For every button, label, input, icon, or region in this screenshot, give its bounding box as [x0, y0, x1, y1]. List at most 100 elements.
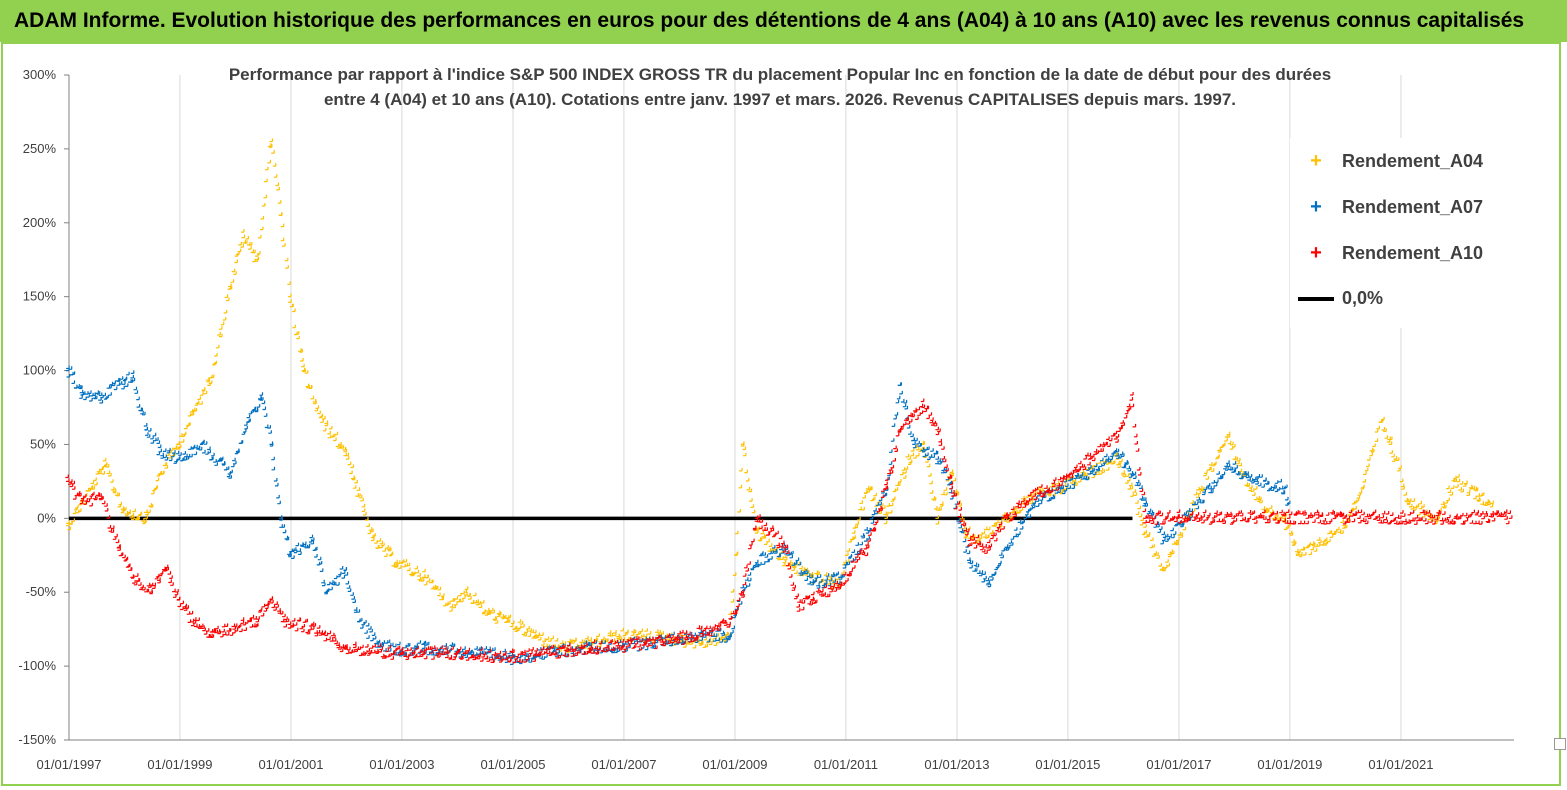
data-point [865, 530, 870, 534]
data-point [1004, 544, 1009, 549]
x-tick-label: 01/01/2005 [480, 757, 545, 772]
data-point [782, 559, 787, 564]
y-tick-label: 50% [30, 436, 56, 451]
legend-label-zero: 0,0% [1342, 288, 1384, 308]
data-point [620, 643, 625, 648]
chart-title-line-1: Performance par rapport à l'indice S&P 5… [228, 65, 1332, 84]
y-tick-label: -150% [18, 732, 56, 747]
data-point [449, 604, 454, 608]
resize-handle[interactable] [1554, 738, 1566, 750]
data-point [209, 374, 213, 379]
data-point [588, 645, 592, 649]
y-tick-label: 100% [23, 363, 57, 378]
data-point [366, 648, 370, 652]
series-a07-markers [66, 365, 1289, 665]
data-point [227, 471, 232, 475]
data-point [79, 389, 84, 394]
data-point [976, 537, 981, 542]
legend-plus-marker: + [1310, 242, 1322, 264]
data-point [232, 626, 236, 630]
data-point [1360, 485, 1365, 490]
data-point [1198, 485, 1203, 490]
data-point [246, 419, 250, 423]
data-point [269, 138, 274, 143]
x-tick-label: 01/01/1997 [36, 757, 101, 772]
data-point [898, 426, 902, 431]
data-point [898, 382, 902, 386]
data-point [283, 618, 287, 623]
data-point [796, 604, 800, 608]
data-point [912, 441, 916, 445]
y-tick-label: -100% [18, 658, 56, 673]
legend-label-a07: Rendement_A07 [1342, 197, 1484, 217]
data-point [255, 256, 260, 261]
data-point [310, 626, 315, 630]
data-point [1004, 515, 1009, 519]
data-point [288, 293, 292, 298]
chart-legend: + Rendement_A04 + Rendement_A07 + Rendem… [1290, 138, 1515, 328]
data-point [734, 552, 738, 556]
data-point [810, 581, 814, 586]
chart-frame [1, 42, 1561, 786]
data-point [740, 441, 745, 445]
data-point [310, 537, 315, 542]
y-tick-label: -50% [26, 584, 57, 599]
data-point [851, 530, 856, 534]
data-point [288, 552, 292, 556]
data-point [676, 636, 680, 641]
data-point [269, 596, 274, 601]
data-point [1129, 471, 1134, 475]
legend-plus-marker: + [1310, 196, 1322, 218]
data-point [754, 515, 759, 519]
data-point [967, 559, 972, 564]
data-point [209, 633, 213, 638]
data-point [967, 537, 972, 542]
series-a10 [65, 392, 1513, 664]
data-point [643, 633, 648, 638]
data-point [1060, 485, 1064, 490]
data-point [1087, 456, 1092, 460]
data-point [838, 581, 842, 586]
x-tick-label: 01/01/2017 [1146, 757, 1211, 772]
data-point [1162, 567, 1166, 571]
data-point [278, 515, 283, 519]
series-a07 [66, 365, 1291, 665]
data-point [754, 530, 759, 534]
data-point [477, 652, 482, 657]
y-tick-label: 300% [23, 67, 57, 82]
data-point [1032, 493, 1036, 497]
data-point [255, 618, 260, 623]
data-point [727, 633, 731, 638]
x-tick-label: 01/01/2015 [1035, 757, 1100, 772]
data-point [754, 559, 759, 564]
data-point [176, 596, 181, 601]
data-point [176, 441, 181, 445]
data-point [907, 456, 912, 460]
data-point [1398, 515, 1402, 519]
data-point [1129, 485, 1134, 490]
data-point [1379, 419, 1383, 423]
data-point [398, 651, 403, 655]
data-point [375, 640, 380, 645]
data-point [98, 493, 102, 497]
legend-item-a10: + Rendement_A10 [1290, 238, 1515, 268]
data-point [865, 485, 870, 490]
x-tick-label: 01/01/2011 [814, 757, 878, 772]
data-point [884, 515, 888, 519]
data-point [260, 397, 264, 401]
data-point [1406, 500, 1411, 505]
data-point [699, 630, 704, 635]
data-point [121, 507, 126, 512]
y-tick-label: 150% [23, 289, 57, 304]
data-point [66, 367, 70, 372]
data-point [865, 544, 870, 549]
data-point [486, 611, 491, 615]
x-tick-label: 01/01/2001 [258, 757, 323, 772]
legend-plus-marker: + [1310, 150, 1322, 172]
data-point [1295, 552, 1300, 556]
data-point [727, 621, 731, 626]
data-point [986, 581, 990, 586]
data-point [699, 640, 704, 645]
data-point [1342, 515, 1346, 519]
